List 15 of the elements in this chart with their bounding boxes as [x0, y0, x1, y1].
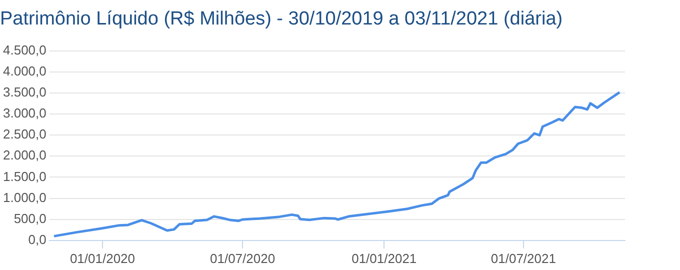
- x-tick-label: 01/01/2020: [70, 250, 136, 266]
- x-tick-label: 01/07/2021: [490, 250, 556, 266]
- y-tick-label: 3.000,0: [3, 106, 46, 121]
- y-tick-label: 4.500,0: [3, 42, 46, 58]
- y-tick-label: 2.500,0: [3, 126, 46, 142]
- y-tick-label: 3.500,0: [3, 84, 46, 100]
- y-tick-label: 500,0: [14, 210, 46, 226]
- y-tick-label: 1.000,0: [3, 190, 46, 205]
- y-tick-label: 2.000,0: [3, 148, 46, 163]
- y-tick-label: 0,0: [28, 232, 46, 247]
- y-tick-label: 4.000,0: [3, 63, 46, 78]
- x-tick-label: 01/01/2021: [352, 250, 417, 266]
- y-tick-label: 1.500,0: [3, 168, 46, 184]
- x-tick-label: 01/07/2020: [210, 250, 276, 266]
- chart-title: Patrimônio Líquido (R$ Milhões) - 30/10/2019 a 03/11/2021 (diária): [0, 8, 563, 30]
